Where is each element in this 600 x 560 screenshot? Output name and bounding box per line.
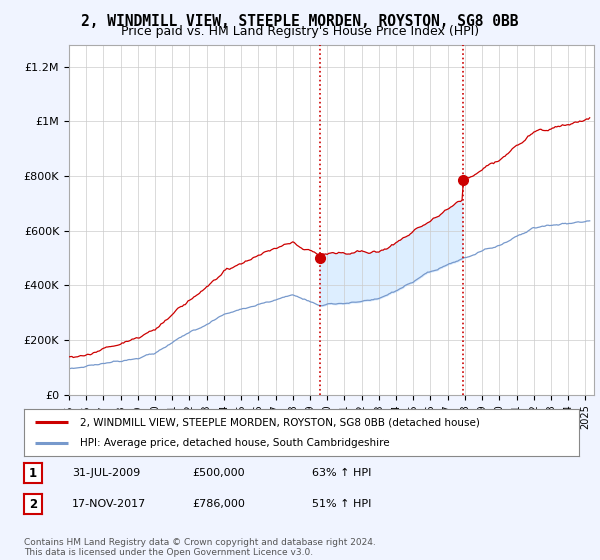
Text: 31-JUL-2009: 31-JUL-2009: [72, 468, 140, 478]
Text: HPI: Average price, detached house, South Cambridgeshire: HPI: Average price, detached house, Sout…: [79, 438, 389, 448]
Text: £786,000: £786,000: [192, 499, 245, 509]
Text: Price paid vs. HM Land Registry's House Price Index (HPI): Price paid vs. HM Land Registry's House …: [121, 25, 479, 38]
Text: 2: 2: [459, 440, 467, 450]
Text: 1: 1: [316, 440, 324, 450]
Text: £500,000: £500,000: [192, 468, 245, 478]
Text: 2, WINDMILL VIEW, STEEPLE MORDEN, ROYSTON, SG8 0BB (detached house): 2, WINDMILL VIEW, STEEPLE MORDEN, ROYSTO…: [79, 417, 479, 427]
Text: 2: 2: [29, 497, 37, 511]
Text: 63% ↑ HPI: 63% ↑ HPI: [312, 468, 371, 478]
Text: 1: 1: [29, 466, 37, 480]
Text: 51% ↑ HPI: 51% ↑ HPI: [312, 499, 371, 509]
Text: 17-NOV-2017: 17-NOV-2017: [72, 499, 146, 509]
Text: 2, WINDMILL VIEW, STEEPLE MORDEN, ROYSTON, SG8 0BB: 2, WINDMILL VIEW, STEEPLE MORDEN, ROYSTO…: [81, 14, 519, 29]
Text: Contains HM Land Registry data © Crown copyright and database right 2024.
This d: Contains HM Land Registry data © Crown c…: [24, 538, 376, 557]
